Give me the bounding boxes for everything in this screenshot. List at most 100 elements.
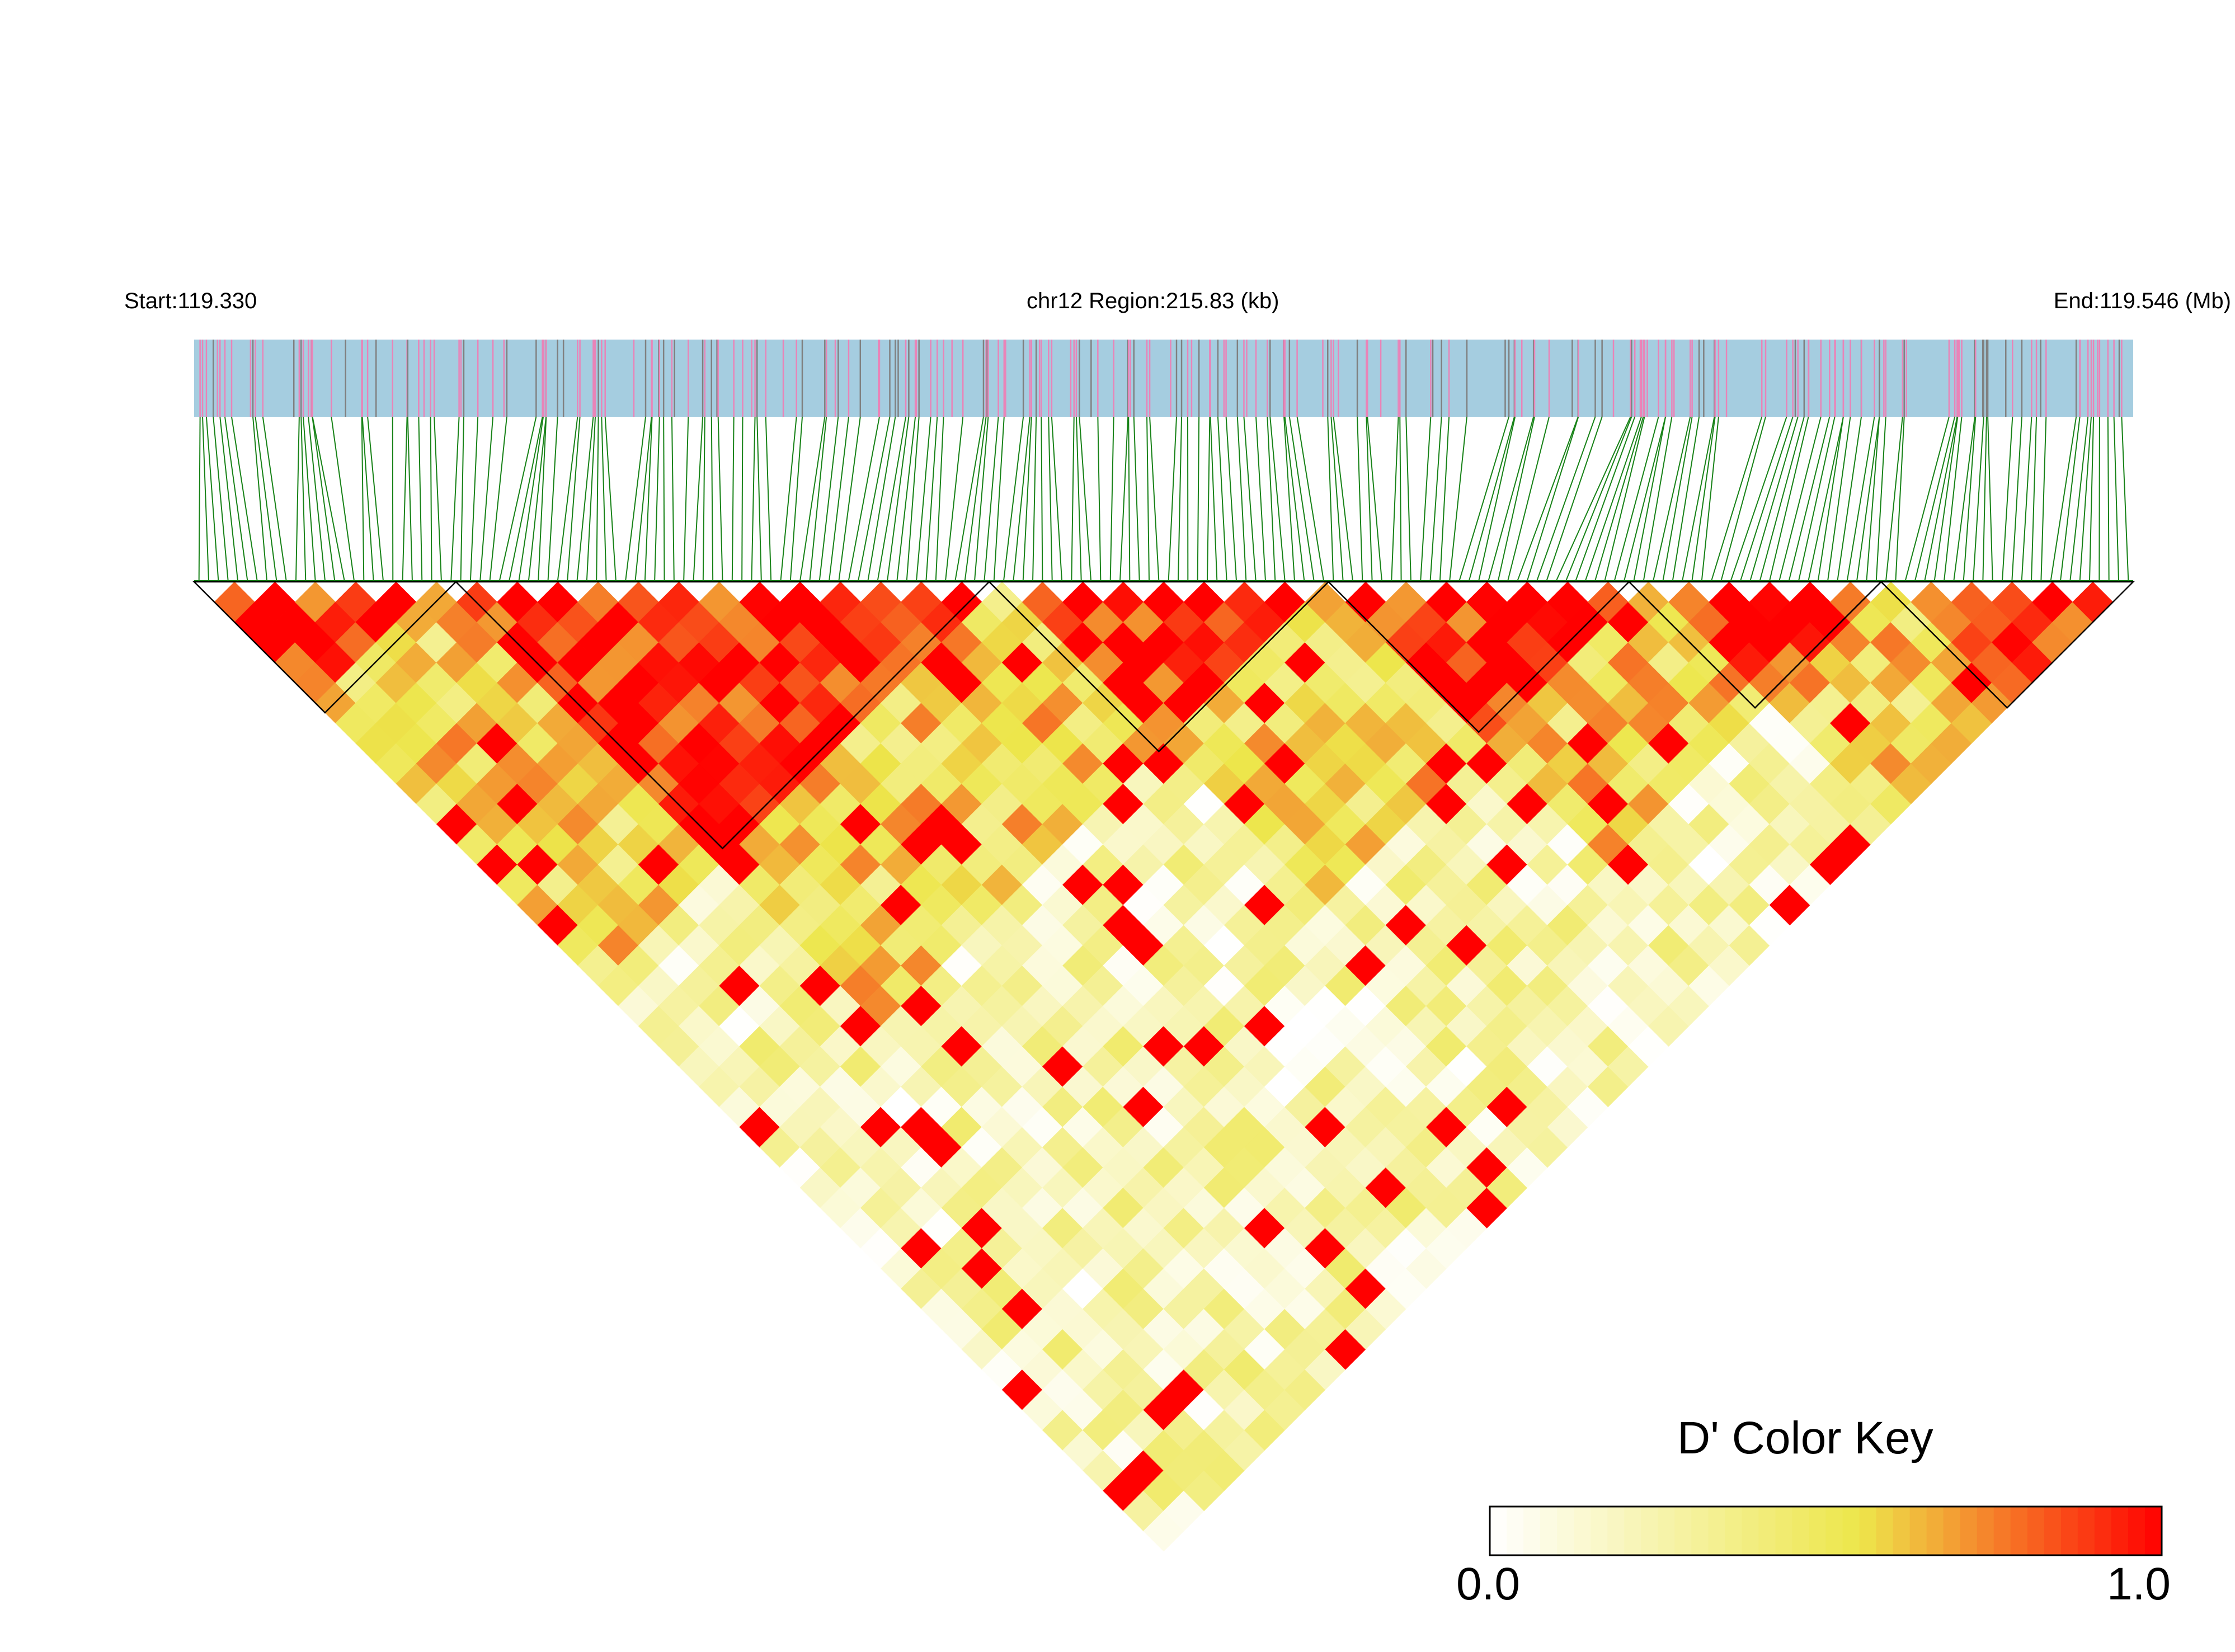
color-key-segment: [1607, 1507, 1625, 1555]
snp-connector-line: [2031, 416, 2038, 581]
snp-connector-line: [818, 416, 839, 581]
snp-connector-line: [303, 416, 316, 581]
snp-connector-line: [1662, 416, 1693, 581]
snp-connector-line: [331, 416, 355, 581]
color-key-segment: [1507, 1507, 1524, 1555]
snp-connector-line: [1904, 416, 1950, 581]
snp-connector-line: [1827, 416, 1851, 581]
snp-connector-line: [1924, 416, 1958, 581]
snp-connector-line: [954, 416, 984, 581]
end-position-label: End:119.546 (Mb): [2053, 289, 2231, 313]
snp-connector-line: [1982, 416, 1987, 581]
snp-connector-line: [906, 416, 920, 581]
color-key-bar: [1489, 1505, 2163, 1556]
color-key-segment: [1775, 1507, 1793, 1555]
snp-connector-line: [1330, 416, 1344, 581]
snp-connector-line: [361, 416, 365, 581]
color-key-segment: [1523, 1507, 1541, 1555]
start-position-label: Start:119.330: [124, 289, 257, 313]
snp-connector-line: [518, 416, 544, 581]
snp-connector-line: [1119, 416, 1129, 581]
snp-connector-line: [1798, 416, 1836, 581]
snp-connector-line: [1168, 416, 1178, 581]
snp-connector-line: [601, 416, 607, 581]
snp-connector-line: [547, 416, 558, 581]
snp-connector-line: [308, 416, 326, 581]
region-title: chr12 Region:215.83 (kb): [1027, 289, 1279, 313]
snp-connector-line: [1041, 416, 1043, 581]
color-key-segment: [1540, 1507, 1558, 1555]
snp-connector-line: [479, 416, 494, 581]
snp-connector-line: [1405, 416, 1411, 581]
snp-connector-line: [1701, 416, 1719, 581]
snp-connector-line: [557, 416, 578, 581]
snp-connector-line: [460, 416, 464, 581]
color-key-segment: [1725, 1507, 1743, 1555]
snp-connector-line: [2060, 416, 2081, 581]
snp-connector-lines: [194, 416, 2133, 581]
snp-connector-line: [1633, 416, 1667, 581]
snp-connector-line: [1236, 416, 1247, 581]
snp-connector-line: [262, 416, 287, 581]
snp-connector-line: [1013, 416, 1031, 581]
snp-connector-line: [1449, 416, 1467, 581]
snp-connector-line: [1875, 416, 1886, 581]
color-key-segment: [1658, 1507, 1676, 1555]
snp-connector-line: [567, 416, 581, 581]
snp-connector-line: [489, 416, 507, 581]
snp-connector-line: [509, 416, 543, 581]
snp-connector-line: [1149, 416, 1160, 581]
ld-block-outline: [987, 581, 1330, 753]
color-key-segment: [1624, 1507, 1642, 1555]
snp-connector-line: [361, 416, 374, 581]
ld-block-outline: [192, 581, 458, 714]
ld-triangle-heatmap: [214, 581, 2114, 1552]
snp-connector-line: [1740, 416, 1794, 581]
color-key-segment: [1574, 1507, 1592, 1555]
snp-connector-line: [1051, 416, 1063, 581]
snp-connector-line: [1210, 416, 1218, 581]
snp-connector-line: [255, 416, 277, 581]
snp-connector-line: [634, 416, 652, 581]
snp-connector-line: [702, 416, 705, 581]
color-key-segment: [1557, 1507, 1575, 1555]
snp-connector-line: [1133, 416, 1140, 581]
snp-connector-line: [1653, 416, 1691, 581]
snp-connector-line: [1468, 416, 1515, 581]
snp-connector-line: [469, 416, 479, 581]
snp-connector-line: [402, 416, 408, 581]
snp-connector-line: [1327, 416, 1334, 581]
color-key-segment: [1825, 1507, 1843, 1555]
snp-connector-line: [1267, 416, 1276, 581]
snp-connector-line: [1283, 416, 1295, 581]
snp-connector-line: [1846, 416, 1875, 581]
snp-connector-line: [1217, 416, 1227, 581]
snp-position-track: [194, 340, 2133, 417]
snp-connector-line: [2121, 416, 2129, 581]
snp-connector-line: [230, 416, 258, 581]
snp-connector-line: [1973, 416, 1984, 581]
color-key-segment: [1926, 1507, 1944, 1555]
snp-connector-line: [1097, 416, 1102, 581]
snp-connector-line: [809, 416, 827, 581]
snp-connector-line: [430, 416, 432, 581]
snp-connector-line: [1643, 416, 1673, 581]
snp-connector-line: [1296, 416, 1324, 581]
snp-connector-line: [1458, 416, 1510, 581]
snp-connector-line: [2040, 416, 2047, 581]
snp-connector-line: [2011, 416, 2022, 581]
snp-connector-line: [300, 416, 307, 581]
snp-connector-line: [538, 416, 547, 581]
color-key-segment: [1809, 1507, 1827, 1555]
snp-connector-line: [1333, 416, 1353, 581]
snp-connector-line: [1987, 416, 1993, 581]
snp-connector-line: [1778, 416, 1822, 581]
snp-connector-line: [450, 416, 460, 581]
snp-connector-line: [1243, 416, 1257, 581]
snp-connector-line: [1128, 416, 1131, 581]
snp-connector-line: [1109, 416, 1114, 581]
snp-connector-line: [799, 416, 826, 581]
color-key-segment: [2111, 1507, 2129, 1555]
ld-block-outline: [1627, 581, 1883, 709]
snp-connector-line: [312, 416, 345, 581]
